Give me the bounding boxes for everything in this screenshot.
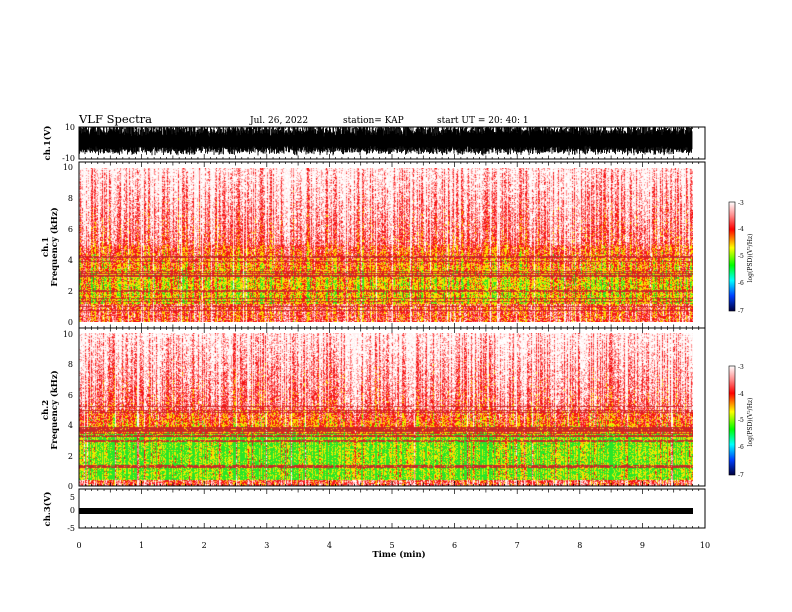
ch1-colorbar: -3 -4 -5 -6 -7 log(PSD)(V²/Hz) xyxy=(728,200,754,315)
ch1-ytick-top: 10 xyxy=(65,123,75,132)
ch2-freq-tick-0: 0 xyxy=(68,482,73,491)
ch2-spectrogram-ticks xyxy=(78,328,706,486)
figure-title: VLF Spectra xyxy=(78,112,152,126)
ch2-spectrogram-ytick-labels: 0 2 4 6 8 10 xyxy=(63,330,73,491)
ch2-freq-tick-8: 8 xyxy=(68,360,73,369)
ch2-freq-tick-10: 10 xyxy=(63,330,73,339)
ch1-waveform-panel: 10 -10 ch.1(V) xyxy=(42,123,706,163)
ch1-spectrogram-ylabel-line1: ch.1 xyxy=(41,237,51,257)
time-tick-label-10: 10 xyxy=(700,541,710,550)
ch1-cb-tick-m7: -7 xyxy=(738,308,744,315)
ch3-waveform-panel: 5 0 -5 ch.3(V) 0 1 2 3 4 5 6 7 8 9 10 Time (min) xyxy=(42,488,710,560)
ch1-waveform-trace xyxy=(78,127,693,156)
ch2-freq-tick-6: 6 xyxy=(68,391,73,400)
time-tick-label-4: 4 xyxy=(327,541,332,550)
time-tick-label-9: 9 xyxy=(640,541,645,550)
ch1-spectrogram-ylabel-line2: Frequency (kHz) xyxy=(49,207,60,286)
ch3-waveform-xticks xyxy=(78,489,706,528)
time-tick-label-2: 2 xyxy=(202,541,207,550)
time-tick-label-1: 1 xyxy=(139,541,144,550)
ch2-freq-tick-2: 2 xyxy=(68,452,73,461)
ch1-spectrogram-panel: 0 2 4 6 8 10 ch.1 Frequency (kHz) xyxy=(41,161,706,329)
ch1-cb-tick-m3: -3 xyxy=(738,200,744,207)
time-tick-label-0: 0 xyxy=(76,541,81,550)
time-axis-tick-labels: 0 1 2 3 4 5 6 7 8 9 10 xyxy=(76,541,710,550)
ch2-cb-tick-m7: -7 xyxy=(738,472,744,479)
ch2-colorbar-gradient xyxy=(728,365,736,476)
ch1-waveform-path xyxy=(78,127,693,156)
time-tick-label-8: 8 xyxy=(577,541,582,550)
start-time-label: start UT = 20: 40: 1 xyxy=(437,116,529,126)
header: VLF Spectra Jul. 26, 2022 station= KAP s… xyxy=(78,112,529,126)
ch2-freq-tick-4: 4 xyxy=(68,421,73,430)
ch2-cb-tick-m5: -5 xyxy=(738,417,744,424)
ch1-cb-tick-m4: -4 xyxy=(738,226,744,233)
ch2-spectrogram-image xyxy=(79,333,693,486)
ch2-cb-tick-m6: -6 xyxy=(738,444,744,451)
ch1-ytick-bottom: -10 xyxy=(62,154,75,163)
ch2-spectrogram-panel: 0 2 4 6 8 10 ch.2 Frequency (kHz) xyxy=(41,327,706,491)
ch1-waveform-xticks xyxy=(78,127,706,159)
ch3-ytick-bottom: -5 xyxy=(67,524,75,533)
ch3-ytick-top: 5 xyxy=(70,493,75,502)
time-tick-label-6: 6 xyxy=(452,541,457,550)
ch1-cb-tick-m5: -5 xyxy=(738,253,744,260)
date-label: Jul. 26, 2022 xyxy=(249,116,308,126)
time-tick-label-3: 3 xyxy=(264,541,269,550)
ch3-waveform-trace xyxy=(79,508,693,514)
ch1-cb-tick-m6: -6 xyxy=(738,280,744,287)
ch1-colorbar-label: log(PSD)(V²/Hz) xyxy=(747,234,754,283)
ch1-freq-tick-6: 6 xyxy=(68,225,73,234)
ch2-cb-tick-m3: -3 xyxy=(738,364,744,371)
ch2-cb-tick-m4: -4 xyxy=(738,391,744,398)
time-tick-label-7: 7 xyxy=(515,541,520,550)
ch2-colorbar-label: log(PSD)(V²/Hz) xyxy=(747,398,754,447)
time-axis-label: Time (min) xyxy=(372,549,425,560)
ch1-freq-tick-10: 10 xyxy=(63,163,73,172)
ch2-spectrogram-ylabel-line2: Frequency (kHz) xyxy=(49,370,60,449)
ch1-colorbar-gradient xyxy=(728,201,736,312)
ch2-spectrogram-ylabel-line1: ch.2 xyxy=(41,400,51,420)
ch3-waveform-ylabel: ch.3(V) xyxy=(42,492,53,527)
ch1-freq-tick-2: 2 xyxy=(68,287,73,296)
ch2-colorbar: -3 -4 -5 -6 -7 log(PSD)(V²/Hz) xyxy=(728,364,754,479)
station-label: station= KAP xyxy=(343,116,404,126)
ch3-ytick-mid: 0 xyxy=(70,506,75,515)
ch1-freq-tick-4: 4 xyxy=(68,256,73,265)
time-tick-label-5: 5 xyxy=(389,541,394,550)
ch1-waveform-ylabel: ch.1(V) xyxy=(42,126,53,161)
ch1-freq-tick-8: 8 xyxy=(68,194,73,203)
ch1-spectrogram-image xyxy=(79,168,693,322)
ch1-freq-tick-0: 0 xyxy=(68,318,73,327)
ch1-spectrogram-ytick-labels: 0 2 4 6 8 10 xyxy=(63,163,73,327)
